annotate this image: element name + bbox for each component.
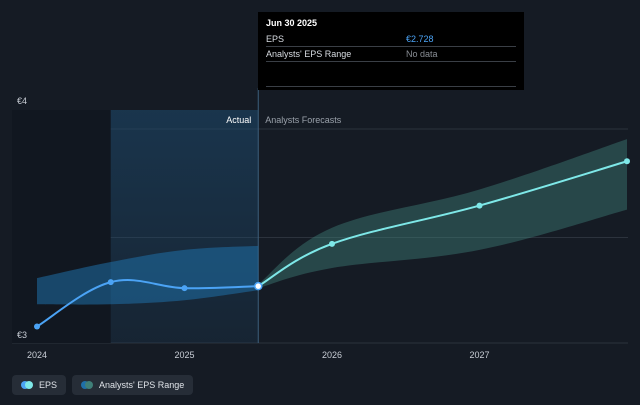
eps-range-forecast-area	[258, 139, 627, 289]
y-top-label: €4	[17, 96, 27, 106]
eps-points	[34, 158, 630, 330]
eps-point	[34, 323, 40, 330]
eps-point	[329, 240, 335, 247]
actual-shade	[110, 110, 259, 343]
tooltip-eps-row: EPS €2.728	[266, 32, 516, 47]
tooltip-spacer	[266, 62, 516, 87]
tooltip-date: Jun 30 2025	[266, 18, 318, 28]
eps-swatch-icon	[21, 381, 33, 389]
eps-line	[36, 160, 628, 328]
x-tick-label: 2026	[322, 350, 342, 360]
eps-point	[181, 285, 188, 292]
legend-item-eps[interactable]: EPS	[12, 375, 67, 395]
forecast-section-label: Analysts Forecasts	[265, 115, 342, 125]
actual-section-label: Actual	[226, 115, 251, 125]
x-tick-label: 2024	[27, 350, 47, 360]
tooltip-eps-label: EPS	[266, 34, 285, 44]
tooltip-eps-value: €2.728	[406, 34, 434, 44]
eps-point	[107, 279, 114, 286]
y-bottom-label: €3	[17, 330, 27, 340]
legend-label-eps-range: Analysts' EPS Range	[99, 380, 185, 390]
eps-point	[476, 202, 483, 209]
range-swatch-icon	[81, 381, 94, 389]
legend-item-eps-range[interactable]: Analysts' EPS Range	[72, 375, 194, 395]
actual-period-shade	[12, 88, 259, 343]
eps-forecast-line	[257, 160, 628, 288]
chart-legend: EPS Analysts' EPS Range	[12, 375, 194, 395]
x-tick-label: 2025	[174, 350, 194, 360]
eps-point	[254, 281, 263, 291]
hover-tooltip: Jun 30 2025 EPS €2.728 Analysts' EPS Ran…	[258, 12, 524, 90]
x-tick-label: 2027	[469, 350, 489, 360]
tooltip-range-value: No data	[406, 49, 438, 59]
tooltip-range-label: Analysts' EPS Range	[266, 49, 352, 59]
eps-actual-line	[36, 279, 259, 328]
legend-label-eps: EPS	[39, 380, 58, 390]
tooltip-range-row: Analysts' EPS Range No data	[266, 47, 516, 62]
eps-point	[624, 158, 630, 165]
